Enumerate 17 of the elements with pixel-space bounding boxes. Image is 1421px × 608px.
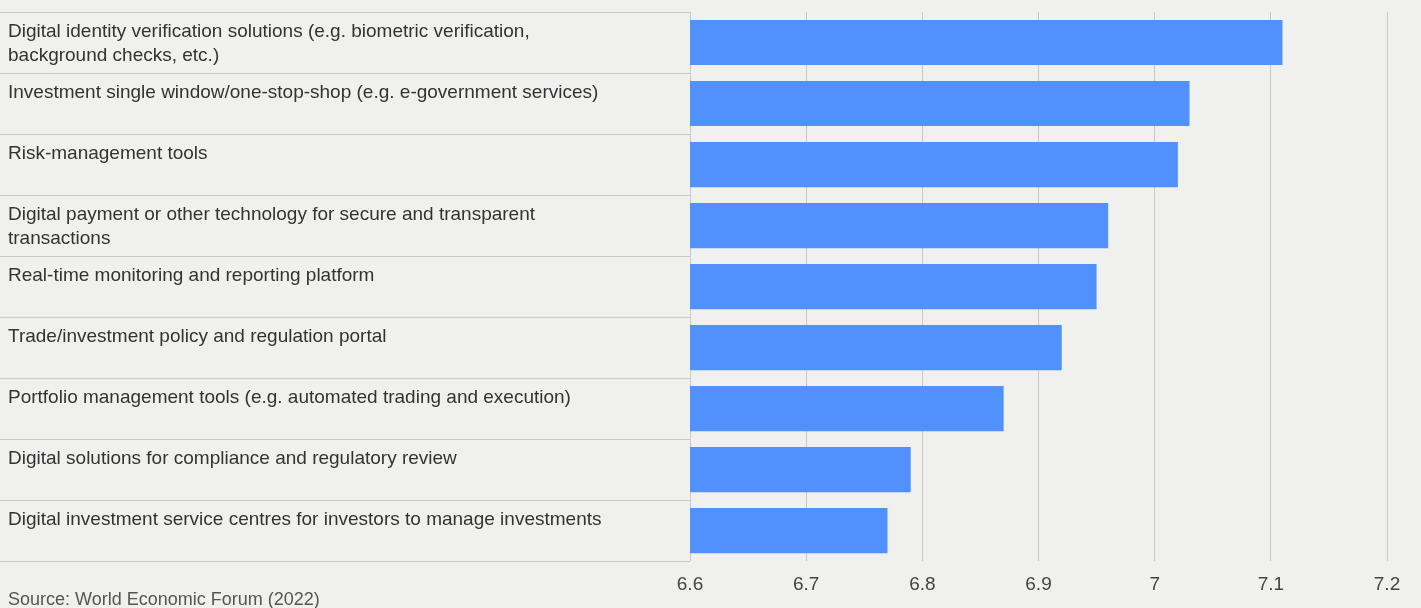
x-tick-label: 7.2	[1373, 572, 1401, 594]
source-note: Source: World Economic Forum (2022)	[8, 589, 320, 608]
x-tick-label: 6.7	[792, 572, 820, 594]
y-tick-label: Investment single window/one-stop-shop (e.g. e-government services)	[8, 81, 599, 103]
x-tick-label: 6.9	[1025, 572, 1052, 594]
x-tick-label: 7.1	[1257, 572, 1285, 594]
x-tick-label: 6.6	[676, 572, 704, 594]
y-tick-label: Digital identity verification solutions (e.g. biometric verification, background checks, etc.)	[8, 20, 530, 65]
y-tick-label: Portfolio management tools (e.g. automated trading and execution)	[8, 386, 571, 408]
y-tick-label: Trade/investment policy and regulation portal	[8, 325, 387, 347]
y-tick-label: Risk-management tools	[8, 142, 208, 164]
x-tick-label: 7	[1149, 572, 1160, 594]
y-tick-label: Real-time monitoring and reporting platform	[8, 264, 375, 286]
y-tick-label: Digital payment or other technology for secure and transparent transactions	[8, 203, 536, 249]
y-tick-label: Digital solutions for compliance and regulatory review	[8, 447, 458, 469]
x-tick-label: 6.8	[909, 572, 936, 594]
y-tick-label: Digital investment service centres for investors to manage investments	[8, 508, 602, 530]
